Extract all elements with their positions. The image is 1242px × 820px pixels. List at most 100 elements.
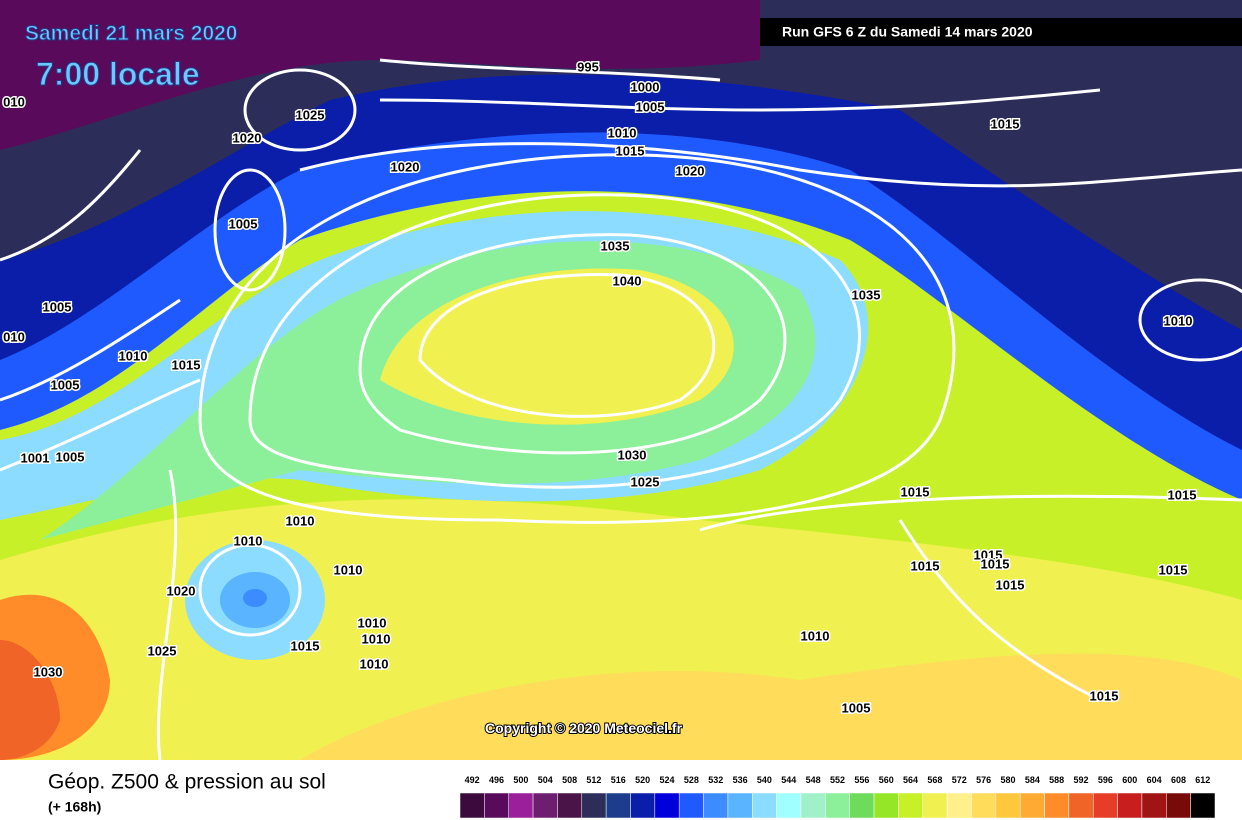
- isobar-label: 1010: [119, 348, 148, 363]
- color-swatch: [678, 792, 704, 819]
- isobar-label: 1010: [358, 615, 387, 630]
- run-box: [760, 18, 1242, 46]
- level-label: 592: [1074, 775, 1089, 785]
- level-label: 568: [927, 775, 942, 785]
- color-swatch: [946, 792, 972, 819]
- isobar-label: 1005: [51, 377, 80, 392]
- isobar-label: 1010: [360, 656, 389, 671]
- level-label: 516: [611, 775, 626, 785]
- color-swatch: [971, 792, 997, 819]
- color-swatch: [873, 792, 899, 819]
- level-label: 512: [586, 775, 601, 785]
- color-swatch: [1044, 792, 1070, 819]
- isobar-label: 1015: [974, 547, 1003, 562]
- isobar-label: 1015: [291, 638, 320, 653]
- level-label: 540: [757, 775, 772, 785]
- color-swatch: [1190, 792, 1216, 819]
- isobar-label: 1035: [852, 287, 881, 302]
- isobar-label: 1030: [34, 664, 63, 679]
- color-swatch: [922, 792, 948, 819]
- field: [0, 0, 1242, 760]
- level-label: 584: [1025, 775, 1040, 785]
- isobar-label: 1010: [801, 628, 830, 643]
- color-swatch: [654, 792, 680, 819]
- isobar-label: 010: [3, 94, 25, 109]
- color-swatch: [459, 792, 485, 819]
- isobar-label: 1015: [616, 143, 645, 158]
- isobar-label: 1010: [362, 631, 391, 646]
- level-label: 556: [854, 775, 869, 785]
- isobar-label: 1025: [296, 107, 325, 122]
- isobar-label: 1020: [167, 583, 196, 598]
- level-label: 576: [976, 775, 991, 785]
- level-label: 500: [513, 775, 528, 785]
- colorbar: 492 496 500 504 508 512 516 520 524 528 532 536 540 5…: [459, 775, 1216, 819]
- isobar-label: 1015: [996, 577, 1025, 592]
- isobar-label: 1001: [21, 450, 50, 465]
- isobar-label: 1020: [233, 130, 262, 145]
- color-swatch: [849, 792, 875, 819]
- level-label: 548: [806, 775, 821, 785]
- level-label: 492: [465, 775, 480, 785]
- level-label: 604: [1147, 775, 1162, 785]
- isobar-label: 1005: [636, 99, 665, 114]
- level-label: 524: [660, 775, 675, 785]
- level-label: 528: [684, 775, 699, 785]
- color-swatch: [1141, 792, 1167, 819]
- level-label: 536: [733, 775, 748, 785]
- isobar-label: 1020: [391, 159, 420, 174]
- isobar-label: 1010: [608, 125, 637, 140]
- isobar-label: 995: [577, 59, 599, 74]
- legend-title: Géop. Z500 & pression au sol: [48, 771, 326, 794]
- color-swatch: [1019, 792, 1045, 819]
- isobar-label: 1025: [631, 474, 660, 489]
- color-swatch: [995, 792, 1021, 819]
- level-label: 588: [1049, 775, 1064, 785]
- isobar-label: 1015: [172, 357, 201, 372]
- isobar-labels: 995 1000 1005 1010 1015 1020 1015 1025 1020 1020 1…: [2, 58, 1198, 717]
- color-swatch: [605, 792, 631, 819]
- isobar-label: 1015: [1090, 688, 1119, 703]
- color-swatch: [752, 792, 777, 819]
- level-label: 600: [1122, 775, 1137, 785]
- run-info: Run GFS 6 Z du Samedi 14 mars 2020: [782, 24, 1033, 40]
- color-swatch: [898, 792, 923, 819]
- isobar-label: 1000: [631, 79, 660, 94]
- date: Samedi 21 mars 2020: [25, 22, 237, 45]
- isobar-label: 1015: [981, 556, 1010, 571]
- isobar-label: 1015: [901, 484, 930, 499]
- isobar-label: 1035: [601, 238, 630, 253]
- level-label: 608: [1171, 775, 1186, 785]
- isobar-label: 1010: [1164, 313, 1193, 328]
- color-swatch: [1166, 792, 1191, 819]
- isobar-label: 1005: [43, 299, 72, 314]
- level-label: 580: [1000, 775, 1015, 785]
- color-swatch: [776, 792, 802, 819]
- isobar-label: 1005: [842, 700, 871, 715]
- time: 7:00 locale: [36, 56, 200, 92]
- level-label: 508: [562, 775, 577, 785]
- isobar-label: 1040: [613, 273, 642, 288]
- color-swatch: [581, 792, 607, 819]
- isobar-label: 010: [3, 329, 25, 344]
- isobar-label: 1025: [148, 643, 177, 658]
- level-label: 544: [781, 775, 796, 785]
- legend-subtitle: (+ 168h): [48, 799, 101, 815]
- isobar-label: 1005: [56, 449, 85, 464]
- level-label: 572: [952, 775, 967, 785]
- isobar-label: 1010: [234, 533, 263, 548]
- color-swatch: [825, 792, 850, 819]
- isobar-label: 1015: [911, 558, 940, 573]
- level-label: 612: [1195, 775, 1210, 785]
- color-swatch: [727, 792, 753, 819]
- isobar-label: 1020: [676, 163, 705, 178]
- level-label: 564: [903, 775, 918, 785]
- level-label: 504: [538, 775, 553, 785]
- isobar-label: 1015: [991, 116, 1020, 131]
- color-swatch: [703, 792, 729, 819]
- level-label: 596: [1098, 775, 1113, 785]
- color-swatch: [800, 792, 826, 819]
- color-swatch: [1092, 792, 1118, 819]
